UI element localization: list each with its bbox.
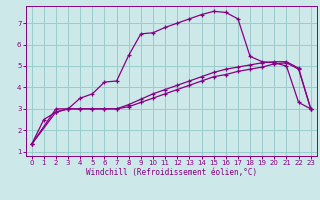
X-axis label: Windchill (Refroidissement éolien,°C): Windchill (Refroidissement éolien,°C) [86, 168, 257, 177]
